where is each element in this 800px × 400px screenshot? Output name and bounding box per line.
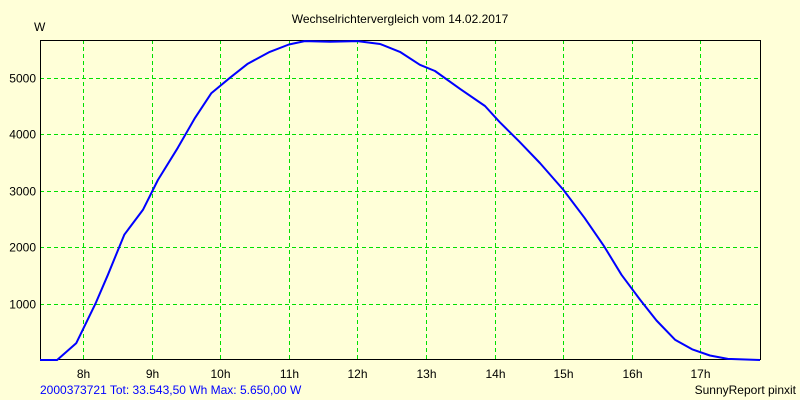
x-tick-label: 8h (77, 367, 90, 381)
x-tick-label: 14h (485, 367, 505, 381)
series-line-2000373721 (40, 40, 761, 361)
y-tick-label: 5000 (9, 72, 36, 86)
x-tick-label: 10h (210, 367, 230, 381)
x-tick-label: 15h (553, 367, 573, 381)
footer-stats: 2000373721 Tot: 33.543,50 Wh Max: 5.650,… (40, 383, 302, 397)
x-tick-label: 12h (347, 367, 367, 381)
y-tick-label: 2000 (9, 241, 36, 255)
y-tick-label: 4000 (9, 128, 36, 142)
footer-credit: SunnyReport pinxit (695, 383, 797, 397)
inverter-id: 2000373721 (40, 383, 107, 397)
totals: Tot: 33.543,50 Wh Max: 5.650,00 W (110, 383, 302, 397)
y-tick-label: 1000 (9, 298, 36, 312)
y-tick-label: 3000 (9, 185, 36, 199)
chart-title: Wechselrichtervergleich vom 14.02.2017 (292, 12, 509, 26)
series-lines (40, 40, 761, 361)
x-tick-label: 17h (690, 367, 710, 381)
x-tick-label: 13h (416, 367, 436, 381)
y-axis-label: W (34, 20, 46, 34)
x-tick-label: 16h (622, 367, 642, 381)
x-tick-label: 9h (146, 367, 159, 381)
plot-frame (40, 40, 761, 360)
x-tick-label: 11h (280, 367, 299, 381)
grid (40, 40, 760, 360)
tick-labels: 8h 9h 10h 11h 12h 13h 14h 15h 16h 17h 1000 2000 3000… (9, 72, 710, 382)
